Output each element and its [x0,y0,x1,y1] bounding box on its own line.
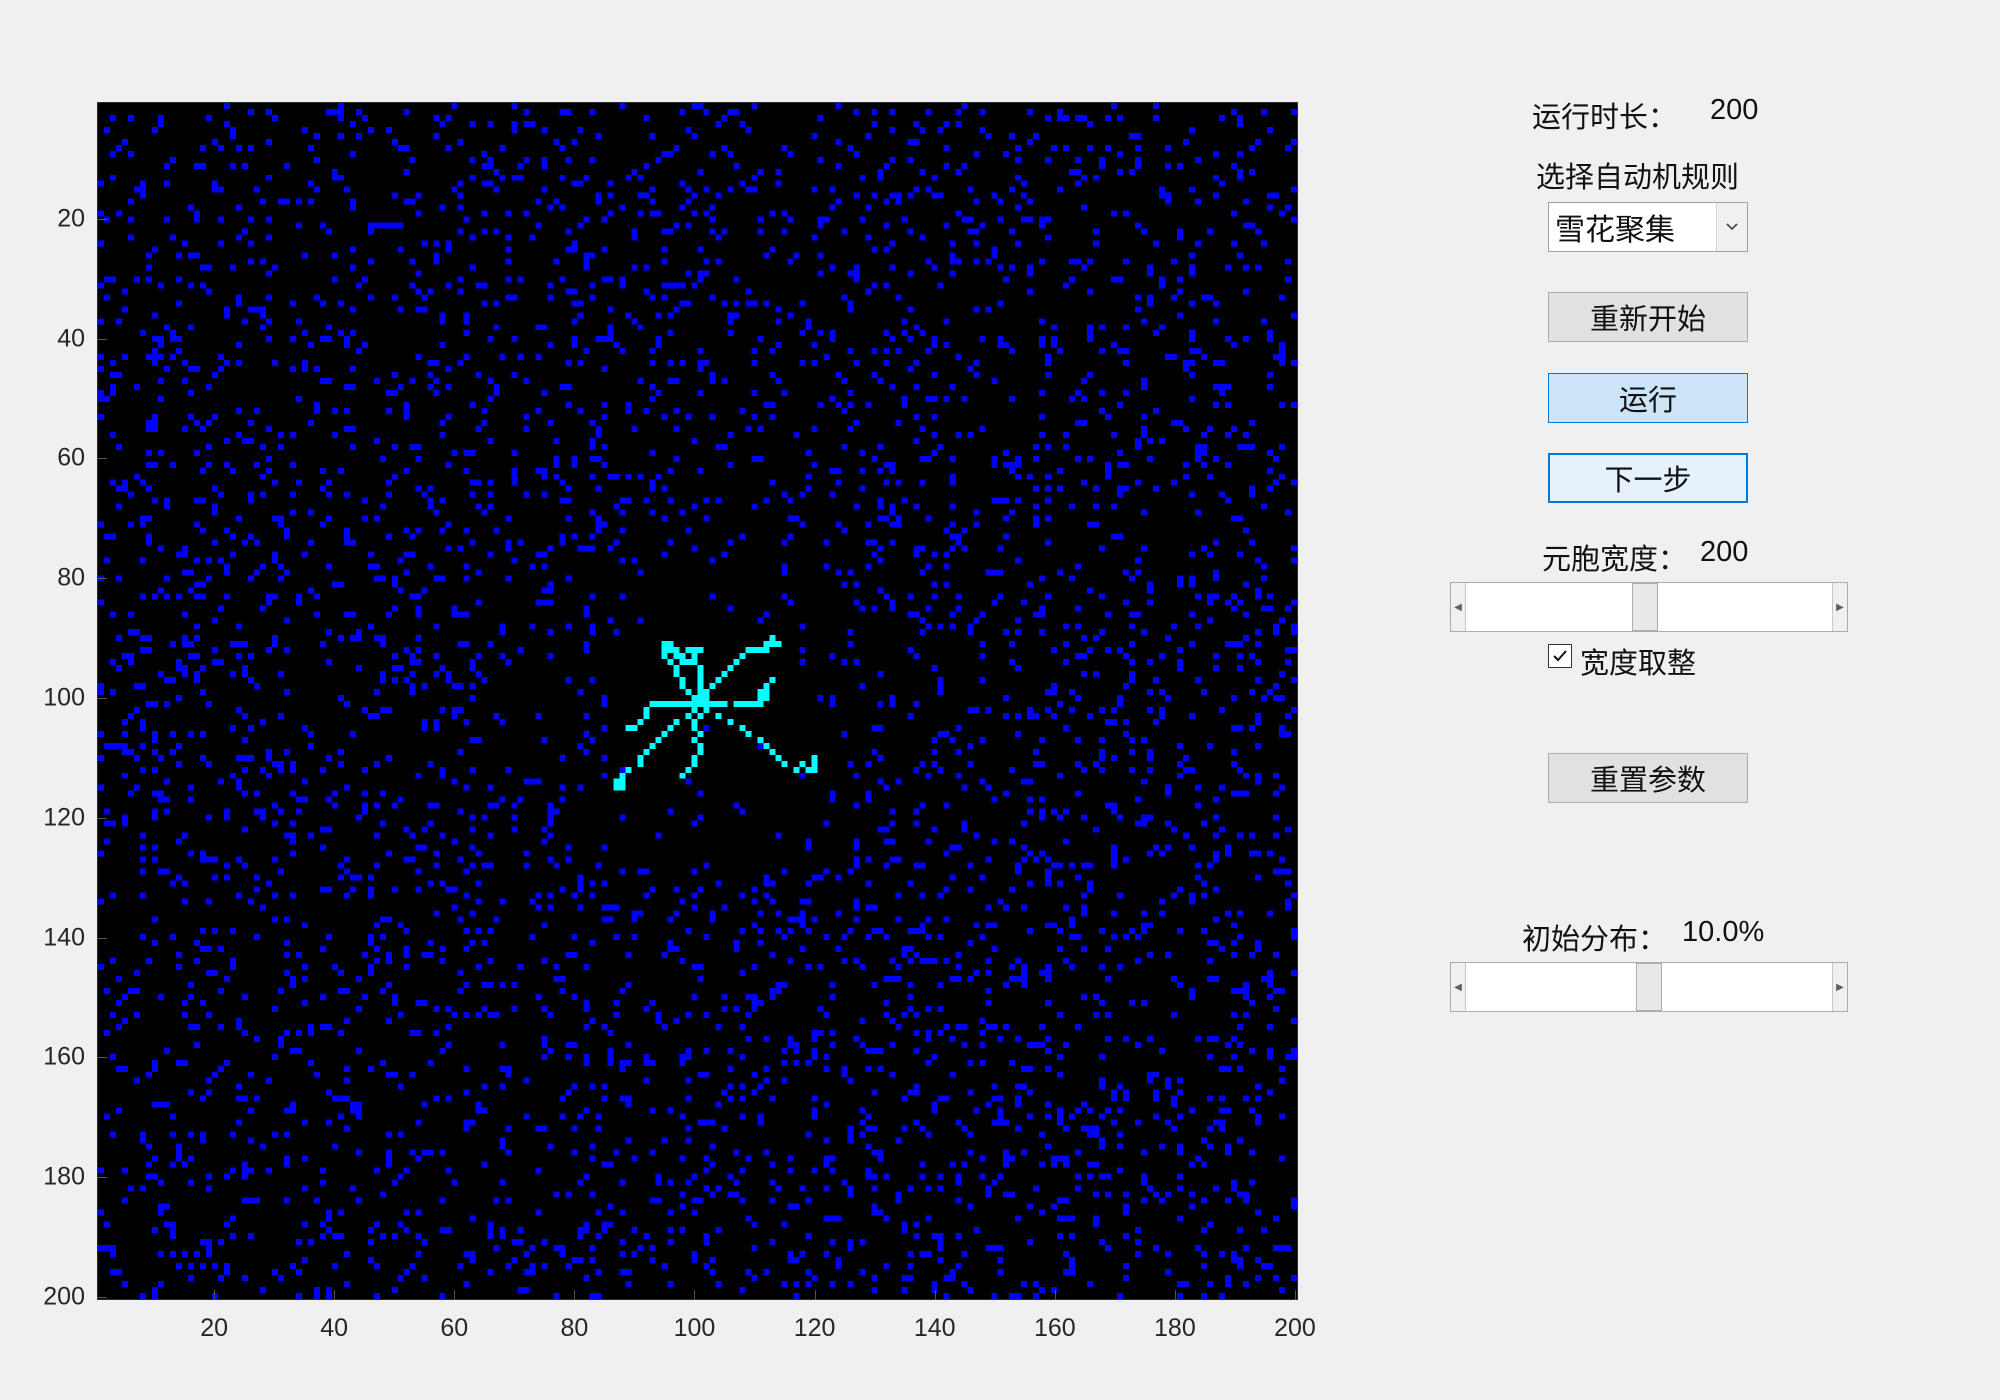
run-button[interactable]: 运行 [1548,373,1748,423]
y-tick-mark [97,817,107,819]
x-tick-mark [1054,1290,1056,1300]
y-tick-mark [97,218,107,220]
rule-label: 选择自动机规则 [1536,160,1740,194]
x-tick-label: 60 [440,1314,469,1342]
run-duration-label: 运行时长： [1532,100,1678,134]
init-distribution-label: 初始分布： [1522,922,1668,956]
x-tick-label: 120 [793,1314,836,1342]
rule-dropdown-value: 雪花聚集 [1555,213,1675,248]
x-tick-mark [814,1290,816,1300]
y-tick-label: 180 [43,1162,85,1191]
x-tick-mark [694,1290,696,1300]
chevron-down-icon[interactable] [1716,203,1747,251]
slider-right-arrow-icon[interactable]: ▶ [1832,583,1847,631]
x-tick-label: 200 [1274,1314,1316,1342]
cell-width-slider[interactable]: ◀ ▶ [1450,582,1848,632]
y-tick-label: 40 [57,324,85,353]
y-tick-label: 100 [43,683,85,712]
x-tick-mark [454,1290,456,1300]
y-tick-mark [97,937,107,939]
automaton-plot [97,102,1298,1300]
x-tick-label: 180 [1154,1314,1196,1342]
round-width-label: 宽度取整 [1580,646,1697,680]
x-tick-label: 140 [913,1314,956,1342]
next-step-button[interactable]: 下一步 [1548,453,1748,503]
y-tick-label: 120 [43,803,85,832]
slider-thumb[interactable] [1636,963,1662,1011]
x-tick-mark [214,1290,216,1300]
y-tick-label: 60 [57,443,85,472]
x-tick-label: 100 [673,1314,716,1342]
x-tick-mark [1174,1290,1176,1300]
y-tick-label: 140 [43,923,85,952]
y-tick-mark [97,1177,107,1179]
cell-width-label: 元胞宽度： [1542,542,1688,576]
reset-params-button[interactable]: 重置参数 [1548,753,1748,803]
y-tick-mark [97,578,107,580]
slider-left-arrow-icon[interactable]: ◀ [1451,963,1466,1011]
x-tick-mark [574,1290,576,1300]
y-tick-label: 200 [43,1282,85,1311]
round-width-checkbox[interactable] [1548,644,1572,668]
checkmark-icon [1553,650,1567,662]
init-distribution-value: 10.0% [1682,916,1765,948]
slider-left-arrow-icon[interactable]: ◀ [1451,583,1466,631]
x-tick-label: 160 [1033,1314,1076,1342]
y-tick-label: 80 [57,563,85,592]
x-tick-mark [1294,1290,1296,1300]
x-tick-mark [934,1290,936,1300]
y-tick-mark [97,1297,107,1298]
init-distribution-slider[interactable]: ◀ ▶ [1450,962,1848,1012]
y-tick-mark [97,338,107,340]
slider-thumb[interactable] [1631,583,1658,631]
y-tick-mark [97,698,107,699]
automaton-grid-canvas [98,103,1297,1299]
slider-right-arrow-icon[interactable]: ▶ [1832,963,1847,1011]
x-tick-mark [334,1290,336,1300]
y-tick-mark [97,458,107,460]
y-tick-label: 160 [43,1042,85,1071]
cell-width-value: 200 [1700,536,1749,568]
x-tick-label: 20 [200,1314,228,1342]
y-tick-mark [97,1057,107,1059]
y-tick-label: 20 [57,204,85,233]
restart-button[interactable]: 重新开始 [1548,292,1748,342]
rule-dropdown[interactable]: 雪花聚集 [1548,202,1748,252]
x-tick-label: 80 [560,1314,589,1342]
x-tick-label: 40 [320,1314,349,1342]
run-duration-value: 200 [1710,94,1759,126]
